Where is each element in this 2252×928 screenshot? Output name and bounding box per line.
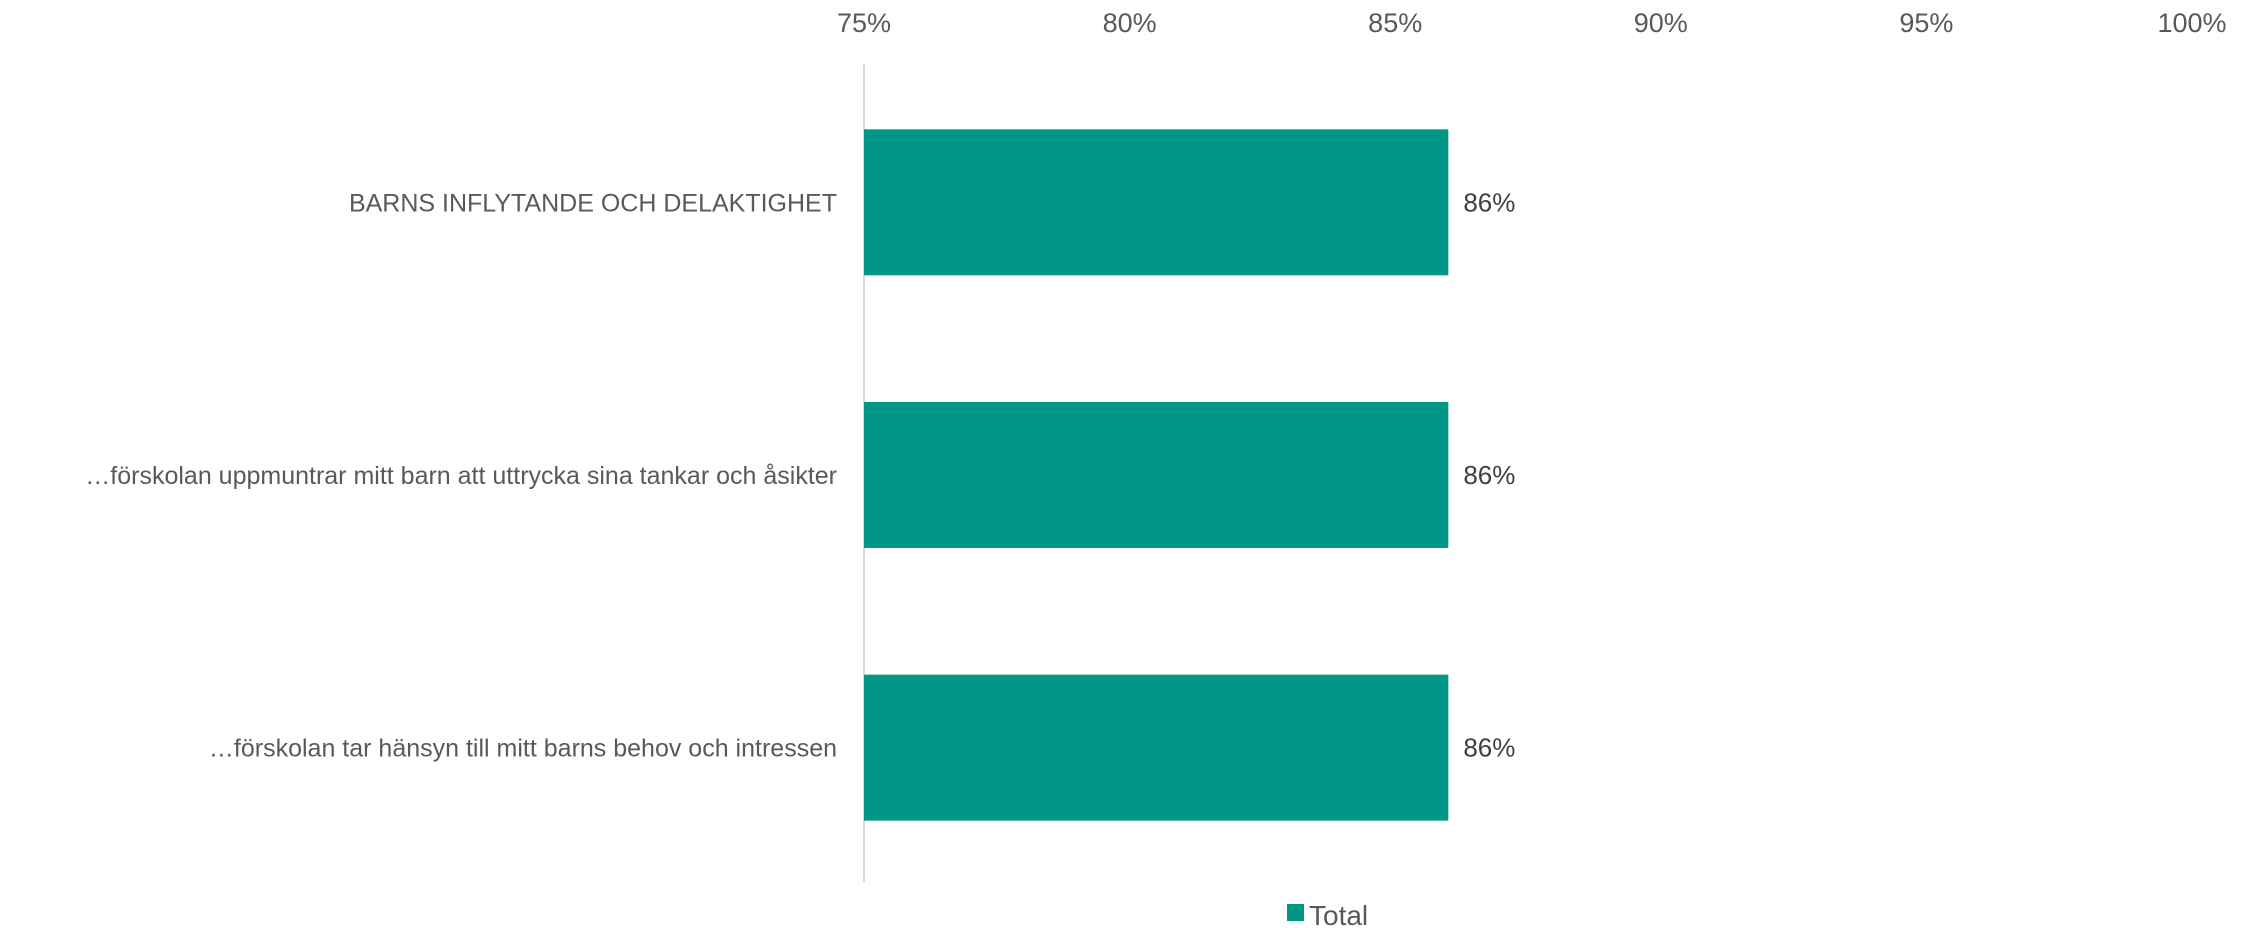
data-label: 86%: [1463, 733, 1515, 763]
legend-label-total: Total: [1309, 900, 1368, 928]
x-tick-label: 75%: [837, 8, 891, 38]
x-tick-label: 85%: [1368, 8, 1422, 38]
x-tick-label: 80%: [1103, 8, 1157, 38]
category-label: BARNS INFLYTANDE OCH DELAKTIGHET: [349, 189, 837, 217]
category-label: …förskolan tar hänsyn till mitt barns be…: [209, 735, 837, 763]
bar: [864, 402, 1449, 548]
data-label: 86%: [1463, 187, 1515, 217]
x-tick-label: 90%: [1634, 8, 1688, 38]
x-axis-tick-labels: 75% 80% 85% 90% 95% 100%: [837, 8, 2227, 38]
bar: [864, 129, 1449, 276]
x-tick-label: 100%: [2157, 8, 2226, 38]
data-label: 86%: [1463, 460, 1515, 490]
category-labels: BARNS INFLYTANDE OCH DELAKTIGHET …förskol…: [85, 189, 837, 762]
legend: Total: [1287, 900, 1368, 928]
data-labels: 86% 86% 86%: [1463, 187, 1515, 762]
x-tick-label: 95%: [1899, 8, 1953, 38]
category-label: …förskolan uppmuntrar mitt barn att uttr…: [85, 462, 837, 490]
legend-swatch-total: [1287, 904, 1304, 921]
bar: [864, 674, 1449, 821]
bar-series-total: [864, 129, 1449, 821]
